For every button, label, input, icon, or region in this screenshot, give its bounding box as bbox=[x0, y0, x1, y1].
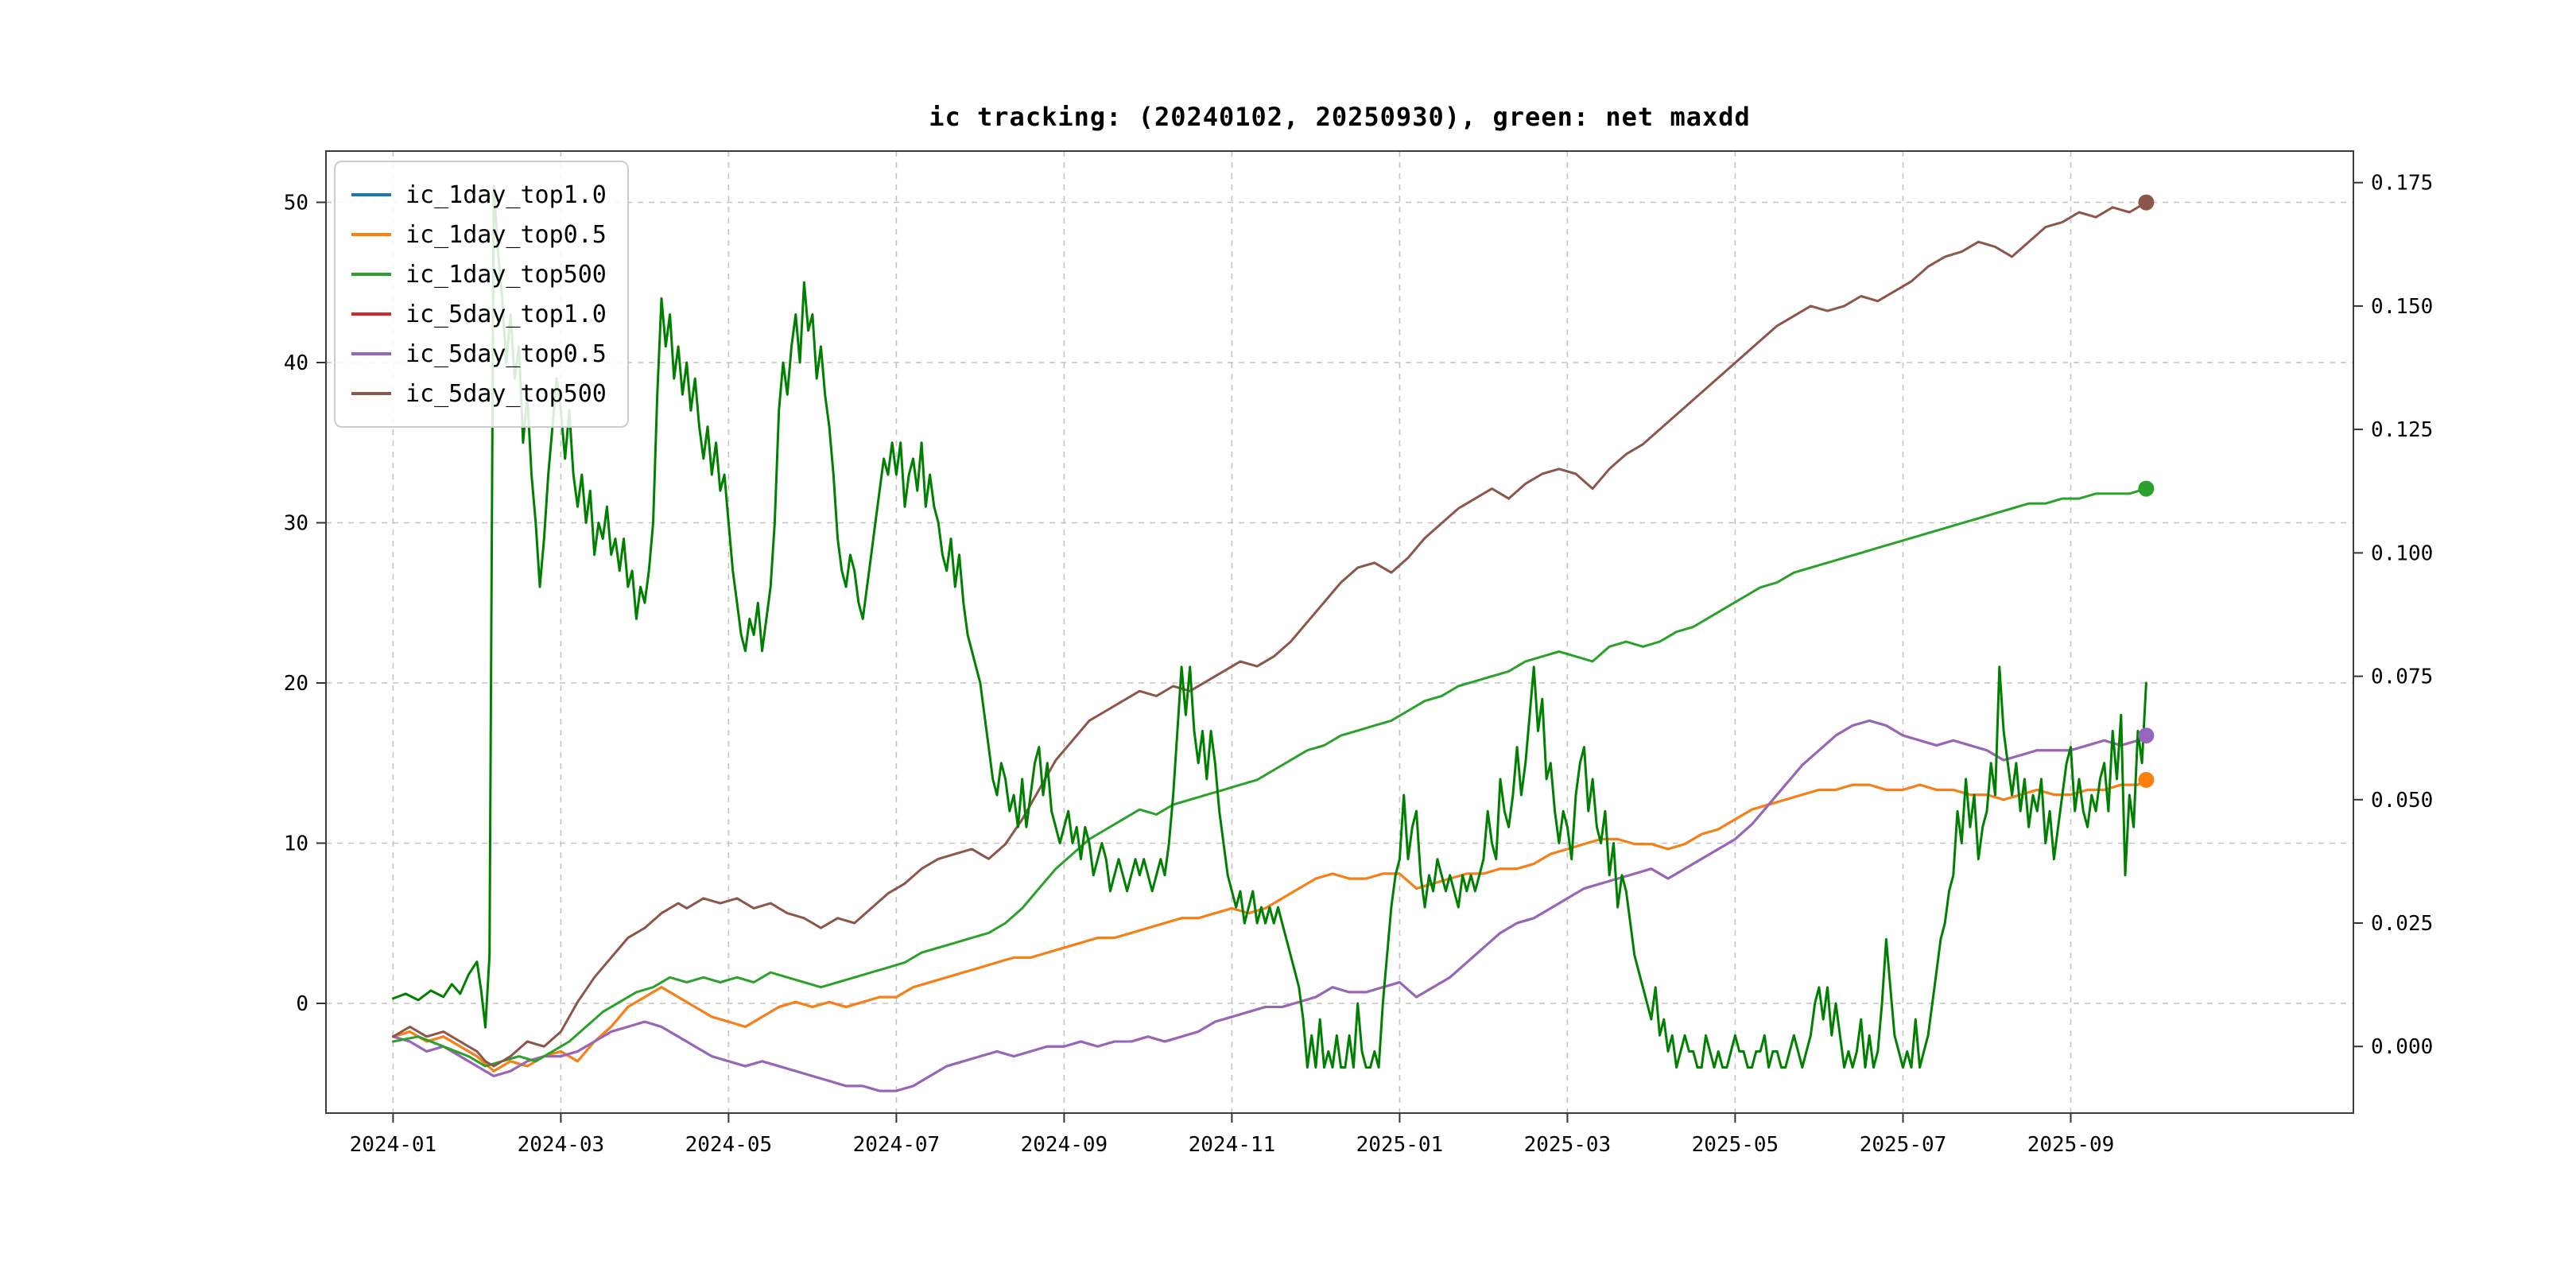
series-net_maxdd bbox=[391, 184, 2147, 1069]
series-ic_1day_top1.0 bbox=[391, 778, 2147, 1073]
legend-label: ic_5day_top0.5 bbox=[405, 339, 607, 368]
end-dot bbox=[2138, 194, 2155, 211]
series-ic_1day_top500 bbox=[391, 487, 2147, 1068]
legend-line-swatch bbox=[351, 392, 391, 395]
y-left-tick-label: 30 bbox=[284, 512, 308, 536]
y-right-tick-label: 0.050 bbox=[2371, 789, 2433, 813]
legend-label: ic_1day_top500 bbox=[405, 260, 607, 289]
chart-title: ic tracking: (20240102, 20250930), green… bbox=[929, 102, 1751, 132]
legend-label: ic_5day_top500 bbox=[405, 379, 607, 408]
series-ic_5day_top0.5 bbox=[391, 719, 2147, 1092]
x-tick-label: 2025-03 bbox=[1524, 1133, 1612, 1157]
legend-item-ic_1day_top1.0: ic_1day_top1.0 bbox=[351, 175, 607, 215]
legend-line-swatch bbox=[351, 193, 391, 196]
y-right-tick-label: 0.175 bbox=[2371, 172, 2433, 196]
x-tick-label: 2025-01 bbox=[1356, 1133, 1444, 1157]
x-tick-label: 2024-07 bbox=[853, 1133, 941, 1157]
legend-item-ic_5day_top1.0: ic_5day_top1.0 bbox=[351, 294, 607, 334]
legend-label: ic_1day_top1.0 bbox=[405, 180, 607, 209]
x-tick-label: 2025-07 bbox=[1860, 1133, 1947, 1157]
y-right-tick-label: 0.075 bbox=[2371, 665, 2433, 689]
y-left-tick-label: 10 bbox=[284, 832, 308, 856]
y-left-tick-label: 0 bbox=[296, 992, 308, 1016]
y-right-tick-label: 0.150 bbox=[2371, 295, 2433, 319]
x-tick-label: 2024-01 bbox=[350, 1133, 437, 1157]
legend-line-swatch bbox=[351, 352, 391, 355]
legend-item-ic_5day_top500: ic_5day_top500 bbox=[351, 374, 607, 413]
legend-label: ic_5day_top1.0 bbox=[405, 300, 607, 328]
y-right-tick-label: 0.100 bbox=[2371, 541, 2433, 565]
legend-item-ic_1day_top500: ic_1day_top500 bbox=[351, 254, 607, 294]
end-dot bbox=[2138, 771, 2155, 788]
y-right-tick-label: 0.125 bbox=[2371, 418, 2433, 442]
x-tick-label: 2024-03 bbox=[518, 1133, 605, 1157]
series-ic_1day_top0.5 bbox=[391, 778, 2147, 1073]
legend-label: ic_1day_top0.5 bbox=[405, 220, 607, 249]
y-left-tick-label: 40 bbox=[284, 351, 308, 375]
x-tick-label: 2024-05 bbox=[685, 1133, 773, 1157]
legend-line-swatch bbox=[351, 233, 391, 236]
legend-line-swatch bbox=[351, 273, 391, 276]
x-tick-label: 2024-09 bbox=[1021, 1133, 1108, 1157]
legend-item-ic_5day_top0.5: ic_5day_top0.5 bbox=[351, 334, 607, 374]
series-ic_5day_top500 bbox=[391, 201, 2147, 1068]
end-dot bbox=[2138, 480, 2155, 497]
legend-item-ic_1day_top0.5: ic_1day_top0.5 bbox=[351, 215, 607, 254]
end-dot bbox=[2138, 727, 2155, 744]
y-left-tick-label: 50 bbox=[284, 192, 308, 215]
y-right-tick-label: 0.000 bbox=[2371, 1035, 2433, 1059]
x-tick-label: 2024-11 bbox=[1189, 1133, 1276, 1157]
x-tick-label: 2025-09 bbox=[2027, 1133, 2115, 1157]
legend-line-swatch bbox=[351, 312, 391, 316]
x-tick-label: 2025-05 bbox=[1692, 1133, 1779, 1157]
y-right-tick-label: 0.025 bbox=[2371, 912, 2433, 936]
y-left-tick-label: 20 bbox=[284, 672, 308, 696]
legend: ic_1day_top1.0 ic_1day_top0.5 ic_1day_top5… bbox=[334, 161, 629, 428]
